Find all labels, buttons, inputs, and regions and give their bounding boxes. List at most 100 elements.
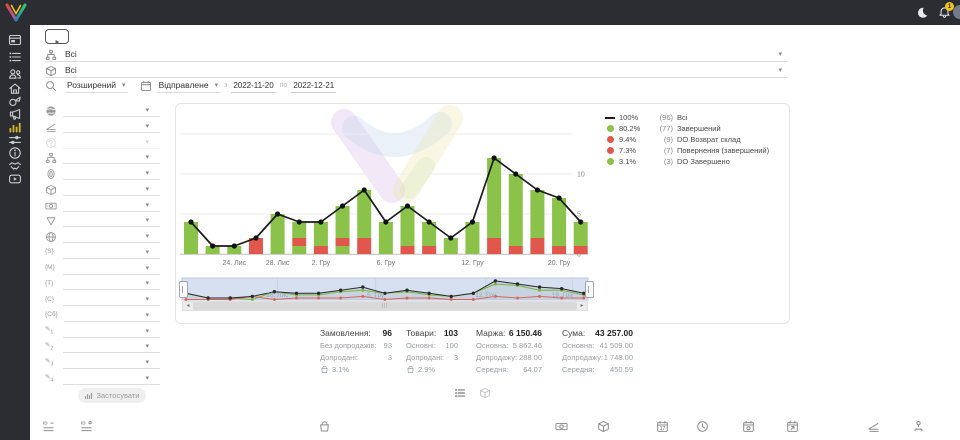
legend-item[interactable]: 100% (96) Всі (604, 112, 769, 123)
legend-pct: 3.1% (619, 157, 637, 166)
custom-field-2-filter[interactable]: ✎2 ▾ (45, 339, 160, 354)
person-filter[interactable]: ▾ (45, 166, 160, 180)
stat-sub-label: Основна: (562, 340, 595, 350)
stat-title: Товари: (406, 327, 437, 338)
toolbar-money-button[interactable] (555, 420, 568, 433)
app-logo[interactable] (4, 2, 28, 23)
utm-term-filter[interactable]: {T} ▾ (45, 276, 160, 291)
payment-filter-select[interactable]: ▾ (63, 198, 160, 212)
source-filter-select[interactable]: ▾ (63, 119, 160, 133)
toolbar-sort-id-alt-button[interactable]: ID (80, 420, 93, 433)
region-filter[interactable]: ▾ (45, 103, 160, 117)
date-from-input[interactable]: 2022-11-20 (231, 78, 276, 93)
legend-item[interactable]: 3.1% (3) DO Завершено (604, 156, 769, 167)
scrollbar-thumb[interactable]: ||| (193, 302, 577, 310)
chevron-down-icon: ▾ (145, 170, 149, 177)
legend-item[interactable]: 80.2% (77) Завершений (604, 123, 769, 134)
source-filter[interactable]: ▾ (45, 119, 160, 133)
toolbar-layers-angle-button[interactable] (867, 420, 880, 433)
sidebar (0, 25, 30, 440)
toolbar-user-tree-button[interactable] (912, 420, 925, 433)
structure-filter[interactable]: ▾ (45, 150, 160, 165)
utm-source-filter[interactable]: {S} ▾ (45, 245, 160, 259)
utm-campaign-filter-select[interactable]: ▾ (63, 292, 160, 306)
legend-dot-swatch (604, 125, 616, 132)
sidebar-item-window[interactable] (8, 33, 22, 47)
sidebar-item-users[interactable] (8, 67, 22, 81)
stat-sub-value: 41 509.00 (599, 340, 633, 350)
status-filter[interactable]: ▾ (45, 135, 160, 149)
utm-term-filter-select[interactable]: ▾ (63, 276, 160, 291)
cube-icon (480, 387, 490, 399)
sidebar-item-video[interactable] (8, 172, 22, 186)
scroll-right-arrow[interactable]: ▸ (580, 303, 584, 309)
sidebar-item-whistle[interactable] (8, 94, 22, 108)
list-icon (455, 389, 465, 397)
legend-item[interactable]: 9.4% (9) DO Возврат склад (604, 134, 769, 145)
toolbar-sort-id-button[interactable]: ID (42, 420, 55, 433)
toolbar-calendar-bag-button[interactable] (742, 420, 755, 433)
utm-source-filter-select[interactable]: ▾ (63, 245, 160, 259)
sidebar-item-list[interactable] (8, 50, 22, 64)
site-filter-select[interactable]: ▾ (63, 229, 160, 243)
date-field-select[interactable]: Відправлене ▾ (156, 78, 221, 93)
sidebar-item-chart-bars[interactable] (8, 120, 22, 134)
person-filter-select[interactable]: ▾ (63, 166, 160, 180)
utm-campaign-filter[interactable]: {C} ▾ (45, 292, 160, 306)
custom-field-1-filter[interactable]: ✎1 ▾ (45, 324, 160, 338)
notification-badge: 1 (945, 2, 954, 11)
navigator-right-handle[interactable] (584, 281, 594, 298)
toolbar-calendar-grid-button[interactable]: 17 (656, 420, 669, 433)
funnel-filter[interactable]: ▾ (45, 213, 160, 228)
toolbar-cube-button[interactable] (597, 420, 610, 433)
video-help-button[interactable] (45, 29, 69, 44)
legend-item[interactable]: 7.3% (7) Повернення (завершений) (604, 145, 769, 156)
funnel-filter-select[interactable]: ▾ (63, 213, 160, 228)
custom-field-1-filter-select[interactable]: ▾ (63, 324, 160, 338)
custom-field-4-filter[interactable]: ✎4 ▾ (45, 371, 160, 385)
legend-cnt: (96) (659, 113, 673, 122)
status-filter-select[interactable]: ▾ (63, 135, 160, 149)
region-filter-select[interactable]: ▾ (63, 103, 160, 117)
custom-field-3-filter-select[interactable]: ▾ (63, 355, 160, 369)
avatar[interactable] (953, 5, 960, 19)
toolbar-calendar-export-button[interactable] (786, 420, 799, 433)
chart-legend: 100% (96) Всі 80.2% (77) Завершений 9.4% (9) DO … (604, 112, 769, 167)
products-view-toggle[interactable] (479, 386, 491, 399)
sidebar-item-handshake[interactable] (8, 159, 22, 173)
custom-field-3-filter[interactable]: ✎3 ▾ (45, 355, 160, 369)
stat-title: Замовлення: (320, 327, 371, 338)
theme-moon-icon[interactable] (916, 6, 929, 19)
navigator-left-handle[interactable] (178, 281, 188, 298)
toolbar-clock-button[interactable] (696, 420, 709, 433)
structure-filter-select[interactable]: ▾ (63, 150, 160, 165)
stat-sub-value: 100 (445, 340, 458, 350)
utm-content-filter[interactable]: {Сб} ▾ (45, 308, 160, 322)
product-select[interactable]: Всі ▾ (45, 62, 788, 78)
utm-medium-filter-select[interactable]: ▾ (63, 261, 160, 275)
site-filter[interactable]: ▾ (45, 229, 160, 243)
product-filter-select[interactable]: ▾ (63, 182, 160, 196)
sitemap-icon (45, 151, 57, 164)
search-mode-select[interactable]: Розширений ▾ (65, 78, 128, 93)
date-to-input[interactable]: 2022-12-21 (291, 78, 337, 93)
pipeline-select[interactable]: Всі ▾ (45, 46, 788, 62)
orders-list-view-toggle[interactable] (454, 386, 466, 398)
sidebar-item-home[interactable] (8, 81, 22, 95)
sidebar-item-sliders[interactable] (8, 133, 22, 147)
search-icon[interactable] (45, 80, 57, 92)
notifications-bell-icon[interactable]: 1 (938, 2, 954, 19)
utm-medium-filter[interactable]: {M} ▾ (45, 261, 160, 275)
sidebar-item-megaphone[interactable] (8, 107, 22, 121)
toolbar-bag-button[interactable] (318, 420, 331, 433)
payment-filter[interactable]: ▾ (45, 198, 160, 212)
utm-content-filter-select[interactable]: ▾ (63, 308, 160, 322)
stat-title: Маржа: (476, 327, 506, 338)
custom-field-4-filter-select[interactable]: ▾ (63, 371, 160, 385)
product-filter[interactable]: ▾ (45, 182, 160, 196)
legend-pct: 9.4% (619, 135, 637, 144)
apply-button[interactable]: Застосувати (78, 388, 146, 403)
custom-field-2-filter-select[interactable]: ▾ (63, 339, 160, 354)
scroll-left-arrow[interactable]: ◂ (186, 303, 190, 309)
sidebar-item-info[interactable] (8, 146, 22, 160)
